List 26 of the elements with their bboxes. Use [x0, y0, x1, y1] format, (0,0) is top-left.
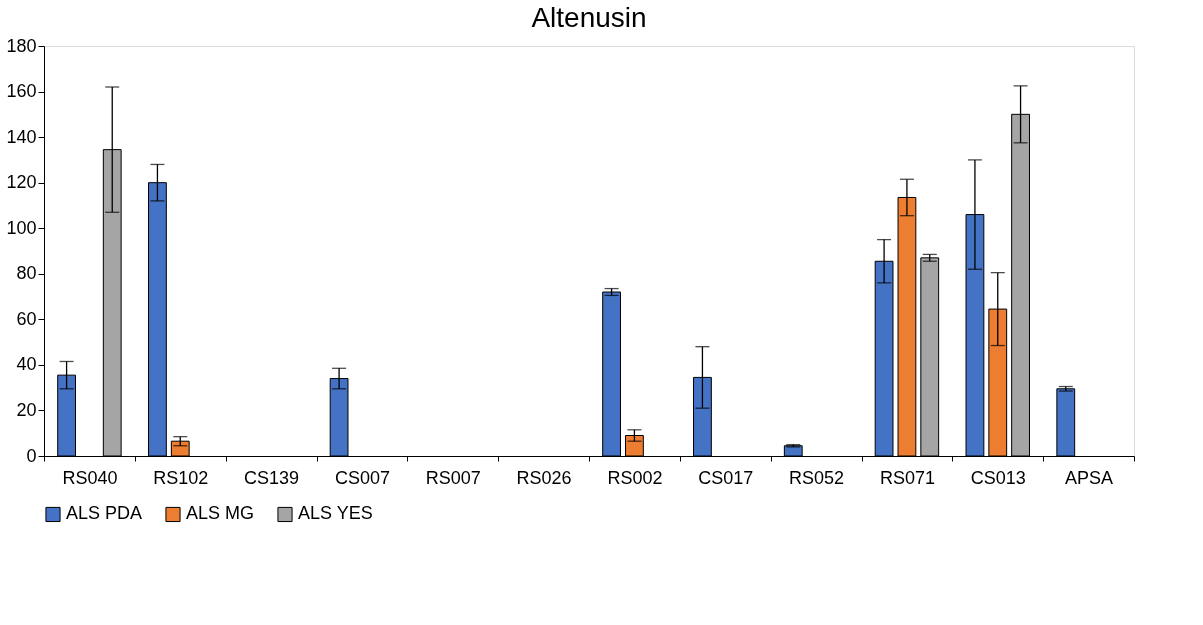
y-tick-label: 20 [16, 399, 37, 420]
legend-label: ALS MG [186, 503, 255, 524]
y-tick-label: 180 [6, 35, 37, 56]
y-tick-label: 120 [6, 172, 37, 193]
x-tick-label: CS007 [334, 467, 390, 488]
chart-title: Altenusin [531, 2, 647, 33]
y-tick-label: 140 [6, 126, 37, 147]
x-tick-label: RS040 [62, 467, 118, 488]
y-tick-label: 60 [16, 308, 37, 329]
x-tick-label: RS007 [425, 467, 481, 488]
x-tick-label: RS102 [153, 467, 209, 488]
y-tick-label: 40 [16, 354, 37, 375]
x-tick-label: CS013 [970, 467, 1026, 488]
x-tick-label: RS002 [607, 467, 663, 488]
x-tick-label: RS026 [516, 467, 572, 488]
legend-label: ALS PDA [66, 503, 143, 524]
x-tick-label: APSA [1065, 467, 1114, 488]
y-tick-label: 160 [6, 81, 37, 102]
y-tick-label: 100 [6, 217, 37, 238]
x-tick-label: CS139 [244, 467, 300, 488]
x-tick-label: CS017 [698, 467, 754, 488]
x-tick-label: RS071 [879, 467, 935, 488]
y-tick-label: 0 [26, 445, 37, 466]
y-tick-label: 80 [16, 263, 37, 284]
legend-label: ALS YES [298, 503, 373, 524]
x-tick-label: RS052 [789, 467, 845, 488]
